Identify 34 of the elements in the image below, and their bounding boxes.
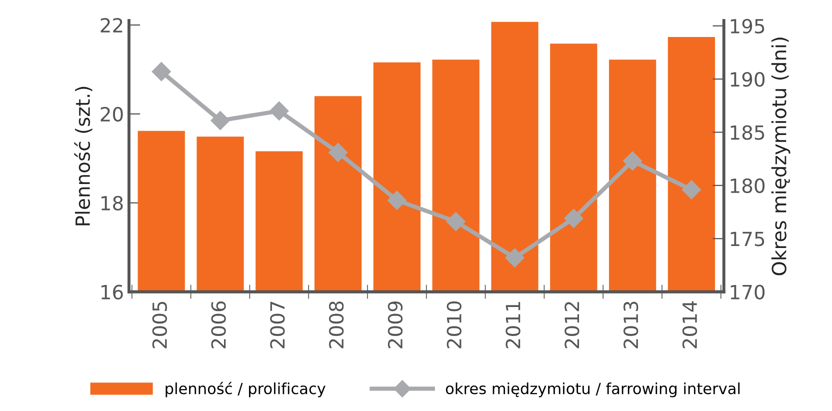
- point: [152, 62, 171, 82]
- point: [328, 142, 348, 162]
- y-axis-title: Plenność (szt.): [74, 86, 92, 226]
- x-tick-label: 2009: [388, 302, 403, 348]
- legend-label: okres międzymiotu / farrowing interval: [446, 382, 740, 398]
- point: [270, 101, 289, 121]
- x-tick-label: 2008: [328, 301, 344, 348]
- point: [564, 208, 584, 228]
- y-tick-label: 22: [100, 18, 122, 32]
- y2-tick-label: 185: [730, 125, 764, 140]
- point: [505, 248, 524, 268]
- x-tick-label: 2005: [152, 302, 167, 348]
- x-tick-label: 2011: [506, 302, 520, 348]
- point: [387, 190, 406, 210]
- y-tick-label: 18: [101, 196, 123, 211]
- x-tick-label: 2007: [270, 302, 285, 348]
- point: [210, 111, 230, 130]
- y-tick-label: 16: [101, 284, 123, 300]
- x-tick-label: 2013: [623, 302, 638, 348]
- legend-label: plenność / prolificacy: [166, 382, 326, 398]
- y2-tick-label: 190: [730, 72, 765, 87]
- x-tick-label: 2010: [446, 301, 462, 348]
- y2-tick-label: 195: [730, 18, 764, 34]
- point: [446, 212, 466, 232]
- y2-tick-label: 170: [730, 284, 765, 300]
- point: [682, 180, 701, 200]
- y2-tick-label: 180: [730, 178, 765, 194]
- x-tick-label: 2006: [211, 301, 226, 348]
- x-tick-label: 2014: [682, 301, 698, 348]
- y2-tick-label: 175: [730, 232, 764, 246]
- x-tick-label: 2012: [564, 302, 580, 348]
- point: [623, 151, 642, 170]
- y2-axis-title: Okres międzymiotu (dni): [771, 38, 790, 276]
- y-tick-label: 20: [100, 106, 123, 122]
